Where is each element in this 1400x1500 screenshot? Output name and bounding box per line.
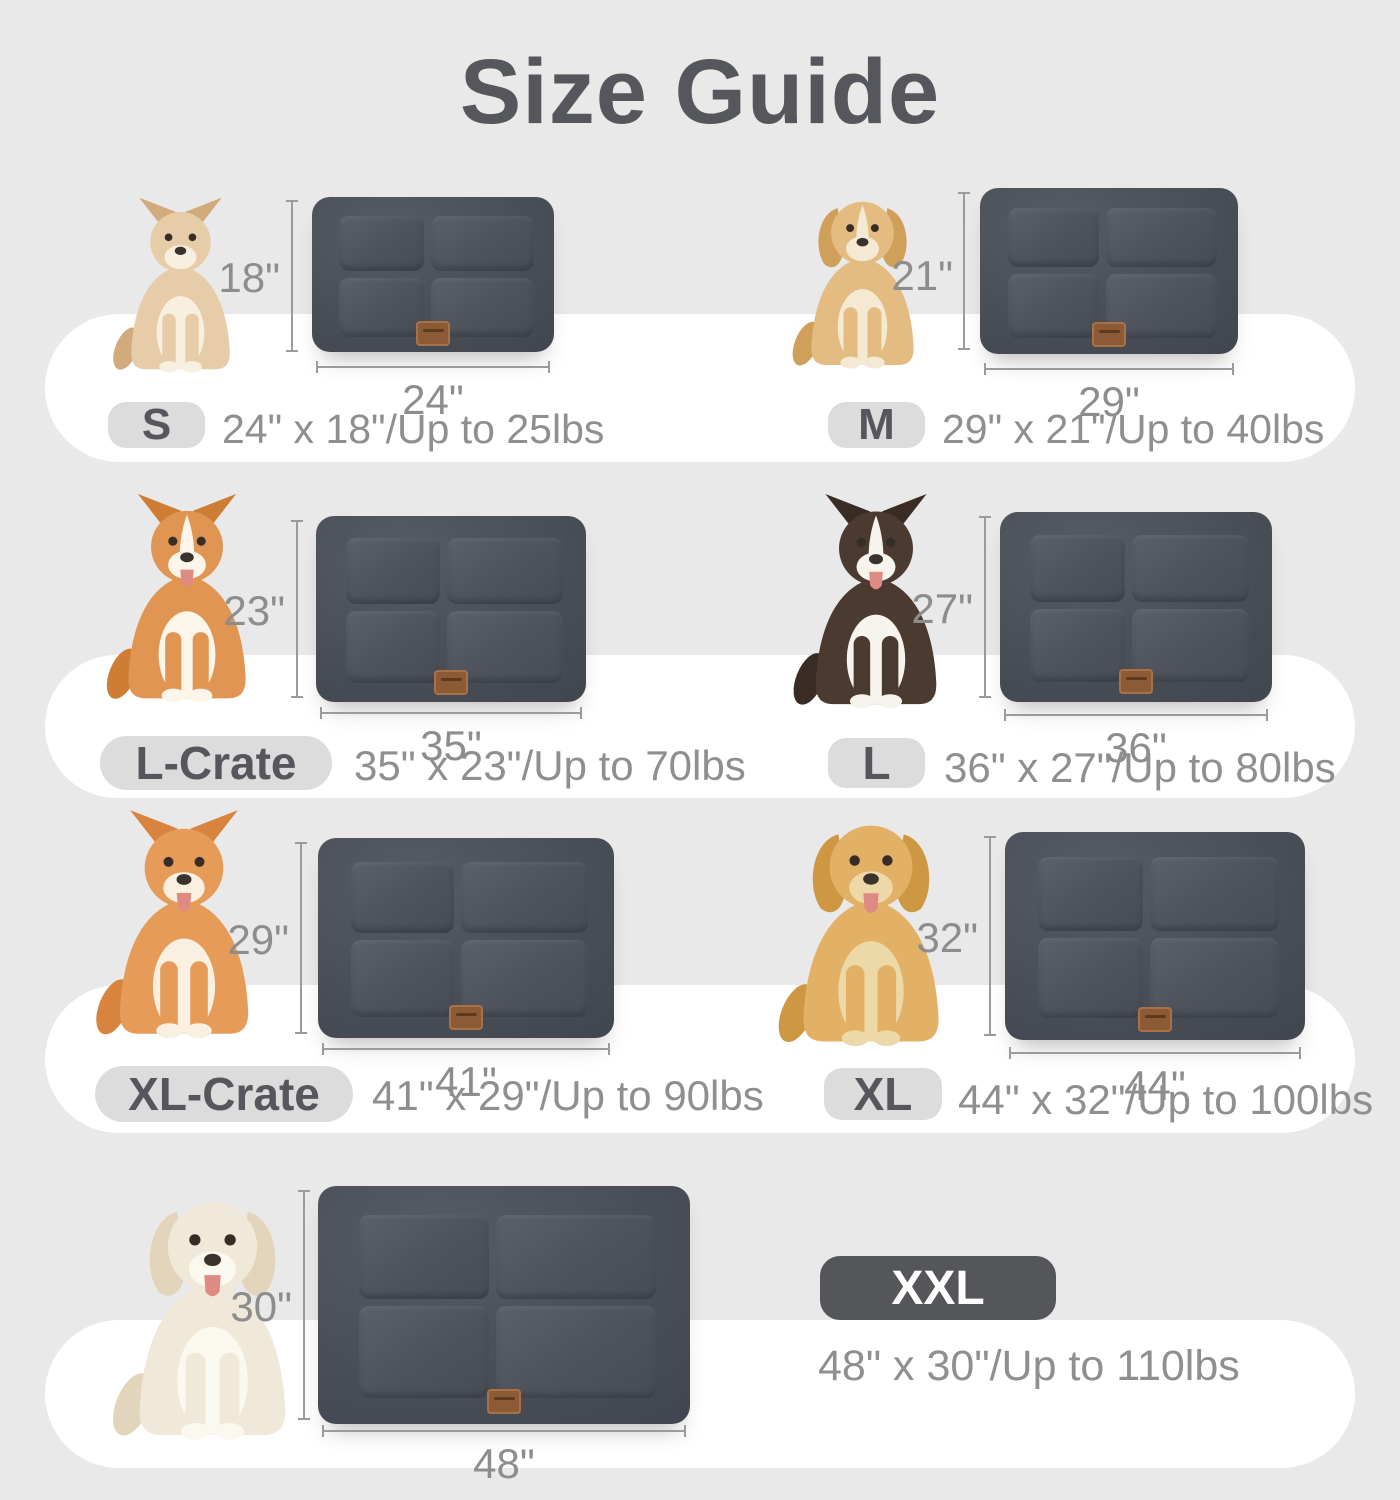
mat-quilt-panels	[1029, 534, 1250, 683]
height-dimension-label: 32"	[916, 914, 978, 961]
size-spec-l: 36" x 27"/Up to 80lbs	[944, 744, 1336, 791]
size-badge-xl-crate: XL-Crate	[95, 1066, 353, 1122]
height-dimension-label: 29"	[227, 916, 289, 963]
mat-image	[980, 188, 1238, 354]
width-dimension-line	[316, 361, 550, 373]
mat-image	[318, 838, 614, 1038]
mat-image	[316, 516, 586, 702]
mat-quilt-panels	[1008, 207, 1217, 338]
width-dimension-label: 35"	[420, 722, 482, 769]
height-dimension-label: 23"	[223, 587, 285, 634]
dog-photo-border-collie	[775, 492, 977, 710]
page-title: Size Guide	[459, 41, 941, 143]
height-dimension-line	[291, 520, 303, 698]
width-dimension-line	[322, 1043, 610, 1055]
mat-brand-tag	[1119, 669, 1153, 695]
width-dimension-line	[1004, 709, 1268, 721]
width-dimension-label: 24"	[402, 376, 464, 423]
size-spec-xl-crate: 41" x 29"/Up to 90lbs	[372, 1072, 764, 1119]
height-dimension-label: 30"	[230, 1283, 292, 1330]
size-spec-s: 24" x 18"/Up to 25lbs	[222, 406, 605, 452]
width-dimension-line	[984, 363, 1234, 375]
height-dimension-label: 27"	[911, 585, 973, 632]
width-dimension-label: 36"	[1105, 724, 1167, 771]
width-dimension-label: 48"	[473, 1440, 535, 1487]
mat-image	[1000, 512, 1272, 702]
mat-brand-tag	[1092, 322, 1126, 348]
height-dimension-line	[286, 200, 298, 352]
height-dimension-line	[958, 192, 970, 350]
height-dimension-label: 21"	[891, 252, 953, 299]
width-dimension-line	[320, 707, 582, 719]
size-badge-l-crate: L-Crate	[100, 736, 332, 790]
height-dimension-line	[984, 836, 996, 1036]
width-dimension-label: 41"	[435, 1058, 497, 1105]
dog-photo-havanese-puppy	[780, 182, 945, 370]
dog-photo-chihuahua	[98, 196, 263, 374]
size-spec-m: 29" x 21"/Up to 40lbs	[942, 406, 1325, 452]
size-badge-l: L	[828, 737, 925, 789]
height-dimension-line	[979, 516, 991, 698]
mat-quilt-panels	[350, 862, 589, 1017]
width-dimension-label: 29"	[1078, 378, 1140, 425]
size-badge-s: S	[108, 400, 205, 449]
size-badge-m: M	[828, 400, 925, 449]
mat-quilt-panels	[345, 538, 564, 683]
dog-photo-shiba-inu	[78, 808, 290, 1040]
height-dimension-line	[295, 842, 307, 1034]
mat-image	[1005, 832, 1305, 1040]
mat-brand-tag	[416, 320, 450, 346]
mat-brand-tag	[1138, 1006, 1172, 1032]
mat-brand-tag	[434, 669, 468, 695]
size-spec-xxl: 48" x 30"/Up to 110lbs	[818, 1342, 1240, 1390]
size-badge-xl: XL	[824, 1068, 942, 1120]
dog-photo-cream-retriever	[95, 1142, 330, 1442]
mat-brand-tag	[449, 1005, 483, 1030]
mat-quilt-panels	[338, 215, 535, 338]
size-spec-xl: 44" x 32"/Up to 100lbs	[958, 1076, 1374, 1123]
height-dimension-line	[298, 1190, 310, 1420]
mat-image	[318, 1186, 690, 1424]
width-dimension-line	[1009, 1047, 1301, 1059]
dog-photo-golden-retriever	[762, 800, 980, 1048]
mat-image	[312, 197, 554, 352]
mat-quilt-panels	[1038, 856, 1279, 1018]
dog-photo-corgi	[88, 492, 286, 704]
mat-brand-tag	[487, 1389, 521, 1415]
width-dimension-line	[322, 1425, 686, 1437]
width-dimension-label: 44"	[1124, 1062, 1186, 1109]
size-badge-xxl: XXL	[820, 1256, 1056, 1320]
height-dimension-label: 18"	[218, 254, 280, 301]
mat-quilt-panels	[358, 1214, 657, 1398]
size-spec-l-crate: 35" x 23"/Up to 70lbs	[354, 742, 746, 789]
